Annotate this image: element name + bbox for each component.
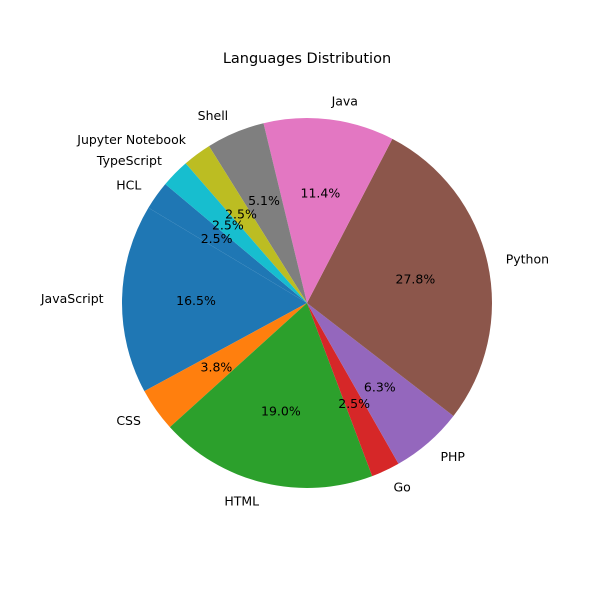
pie-slice-java <box>263 118 393 303</box>
slice-label-go: Go <box>393 480 410 495</box>
slice-percent-css: 3.8% <box>201 360 233 375</box>
pie-slice-php <box>307 303 454 464</box>
slice-percent-html: 19.0% <box>261 403 301 418</box>
pie-slice-javascript <box>122 207 307 392</box>
slice-label-shell: Shell <box>198 108 229 123</box>
pie-slice-html <box>169 303 373 489</box>
slice-percent-go: 2.5% <box>338 396 370 411</box>
slice-label-php: PHP <box>440 449 465 464</box>
pie-slice-go <box>307 303 399 477</box>
slice-label-javascript: JavaScript <box>40 291 104 306</box>
slice-label-css: CSS <box>116 413 141 428</box>
slice-percent-typescript: 2.5% <box>212 218 244 233</box>
slice-percent-java: 11.4% <box>301 185 341 200</box>
pie-labels: HCL 2.5% JavaScript 16.5% CSS 3.8% HTML 19.0% Go… <box>40 93 549 508</box>
slice-percent-shell: 5.1% <box>248 193 280 208</box>
slice-percent-jupyter-notebook: 2.5% <box>225 206 257 221</box>
slice-percent-python: 27.8% <box>396 272 436 287</box>
slice-percent-php: 6.3% <box>364 379 396 394</box>
slice-label-html: HTML <box>224 493 259 508</box>
slice-label-java: Java <box>331 93 358 108</box>
slice-label-jupyter-notebook: Jupyter Notebook <box>76 132 186 147</box>
slice-label-hcl: HCL <box>116 177 141 192</box>
slice-label-typescript: TypeScript <box>96 153 162 168</box>
pie-slice-python <box>307 138 493 417</box>
pie-slice-css <box>144 303 307 428</box>
pie-slice-typescript <box>165 163 307 303</box>
pie-slices <box>122 118 493 489</box>
pie-slice-jupyter-notebook <box>185 146 307 303</box>
pie-slice-hcl <box>148 184 307 303</box>
pie-slice-shell <box>209 123 307 304</box>
slice-percent-hcl: 2.5% <box>201 231 233 246</box>
slice-percent-javascript: 16.5% <box>176 293 216 308</box>
chart-title: Languages Distribution <box>223 51 391 67</box>
slice-label-python: Python <box>506 252 549 267</box>
